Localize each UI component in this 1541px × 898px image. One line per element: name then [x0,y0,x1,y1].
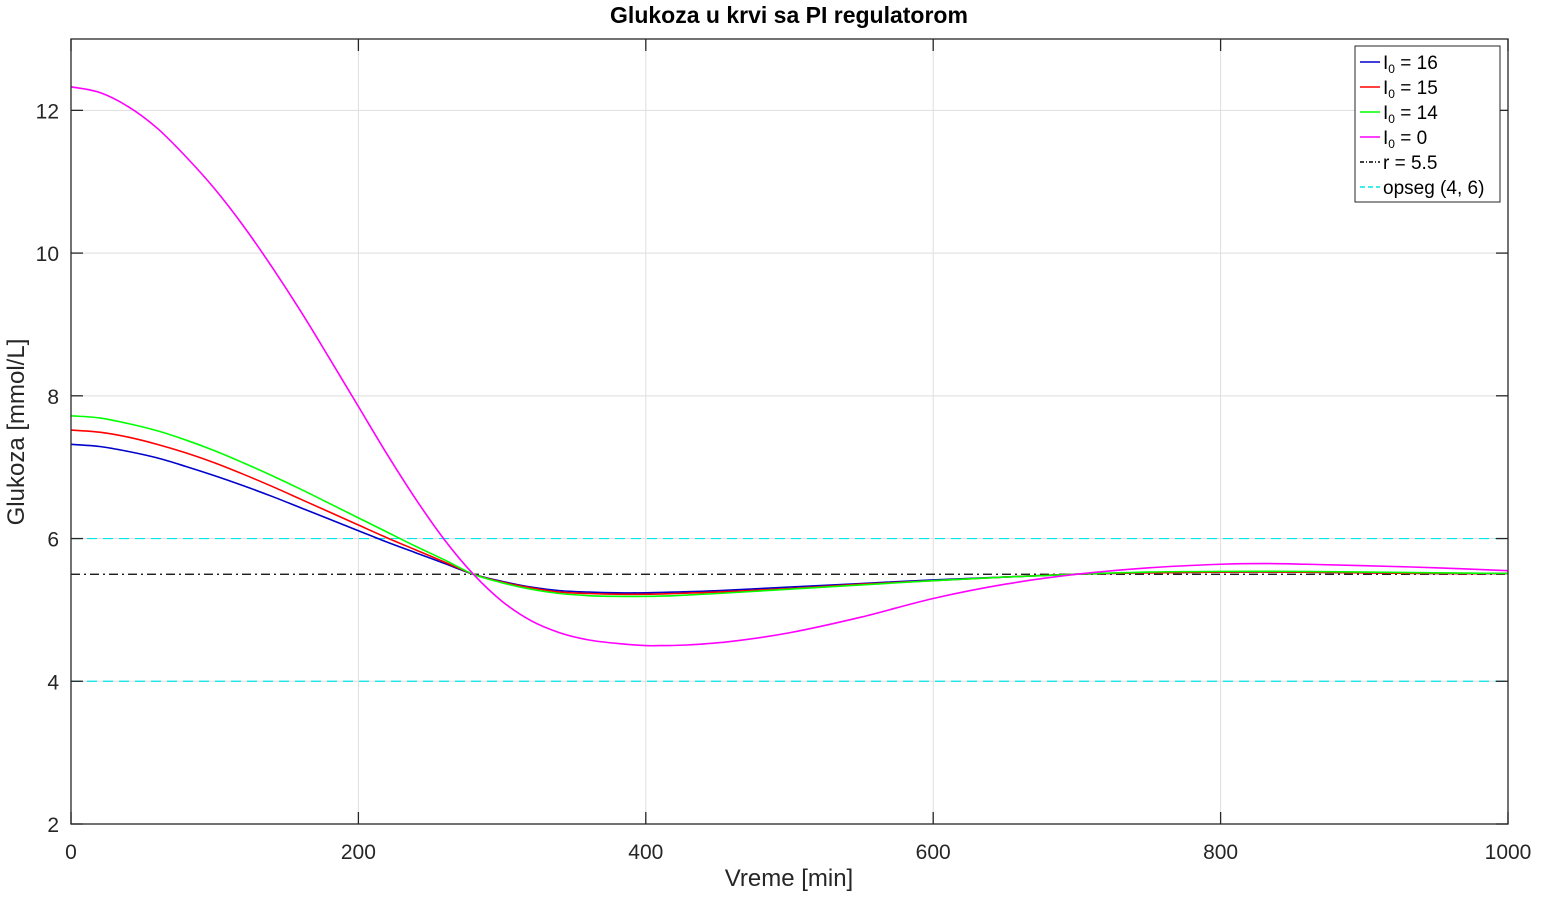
axis-ticks: 0 200 400 600 800 1000 2 4 6 8 10 12 [36,39,1532,864]
legend-label-base: I [1383,103,1388,124]
y-tick-label: 10 [36,243,59,266]
x-tick-label: 800 [1203,841,1238,864]
series-line-1 [70,429,1509,596]
y-axis-label: Glukoza [mmol/L] [3,339,30,526]
x-tick-label: 600 [916,841,951,864]
x-tick-label: 1000 [1485,841,1532,864]
y-tick-label: 4 [47,671,59,694]
legend-box [1354,45,1501,203]
x-tick-label: 200 [341,841,376,864]
legend-label-base: I [1383,53,1388,74]
legend-label-rest: = 14 [1395,103,1438,124]
legend-label-base: I [1383,78,1388,99]
legend-label-subscript: 0 [1388,62,1395,76]
x-axis-label: Vreme [min] [725,865,853,892]
series-line-3 [70,86,1509,647]
legend-label: I0 = 16 [1383,53,1438,76]
legend-label-rest: = 0 [1395,128,1427,149]
legend-label-subscript: 0 [1388,112,1395,126]
legend-label: I0 = 14 [1383,103,1438,126]
legend-label: r = 5.5 [1383,153,1437,174]
legend-label: opseg (4, 6) [1383,178,1484,199]
chart-title: Glukoza u krvi sa PI regulatorom [610,2,968,28]
series-line-2 [70,415,1509,598]
legend-label-rest: = 15 [1395,78,1438,99]
x-tick-label: 400 [628,841,663,864]
y-tick-label: 8 [47,386,59,409]
plot-area-border [70,38,1509,825]
legend-label: I0 = 15 [1383,78,1438,101]
legend-label-subscript: 0 [1388,87,1395,101]
legend-label-rest: = 16 [1395,53,1438,74]
grid-lines [70,39,1509,825]
y-tick-label: 12 [36,100,59,123]
legend-label: I0 = 0 [1383,128,1427,151]
legend-label-base: I [1383,128,1388,149]
legend-label-subscript: 0 [1388,137,1395,151]
x-tick-label: 0 [65,841,77,864]
y-tick-label: 2 [47,814,59,837]
data-series [70,86,1509,647]
y-tick-label: 6 [47,529,59,552]
reference-lines [71,537,1508,682]
